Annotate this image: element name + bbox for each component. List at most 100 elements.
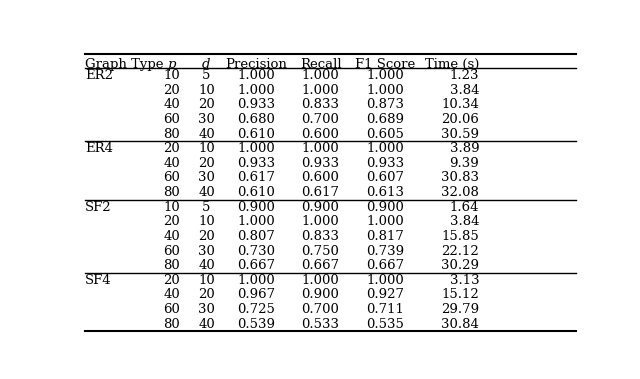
Text: 30: 30 xyxy=(198,303,215,316)
Text: 0.613: 0.613 xyxy=(366,186,404,199)
Text: 1.64: 1.64 xyxy=(450,200,479,214)
Text: 0.833: 0.833 xyxy=(301,98,340,111)
Text: 0.535: 0.535 xyxy=(366,318,404,330)
Text: 10.34: 10.34 xyxy=(442,98,479,111)
Text: 80: 80 xyxy=(163,128,180,141)
Text: 30.84: 30.84 xyxy=(442,318,479,330)
Text: 1.000: 1.000 xyxy=(237,274,275,287)
Text: 1.000: 1.000 xyxy=(237,142,275,155)
Text: 15.12: 15.12 xyxy=(442,288,479,301)
Text: 20: 20 xyxy=(163,84,180,97)
Text: 3.84: 3.84 xyxy=(450,84,479,97)
Text: 30: 30 xyxy=(198,244,215,258)
Text: 80: 80 xyxy=(163,259,180,272)
Text: 32.08: 32.08 xyxy=(442,186,479,199)
Text: 0.605: 0.605 xyxy=(366,128,404,141)
Text: 40: 40 xyxy=(163,98,180,111)
Text: 0.689: 0.689 xyxy=(366,113,404,126)
Text: 40: 40 xyxy=(198,318,215,330)
Text: 1.000: 1.000 xyxy=(237,215,275,228)
Text: 1.000: 1.000 xyxy=(366,142,404,155)
Text: Precision: Precision xyxy=(225,58,287,70)
Text: ER4: ER4 xyxy=(85,142,113,155)
Text: 20: 20 xyxy=(163,142,180,155)
Text: 1.000: 1.000 xyxy=(237,69,275,82)
Text: 40: 40 xyxy=(198,128,215,141)
Text: 22.12: 22.12 xyxy=(442,244,479,258)
Text: Recall: Recall xyxy=(300,58,341,70)
Text: 1.000: 1.000 xyxy=(366,84,404,97)
Text: 0.539: 0.539 xyxy=(237,318,275,330)
Text: 0.730: 0.730 xyxy=(237,244,275,258)
Text: 10: 10 xyxy=(198,142,215,155)
Text: 1.000: 1.000 xyxy=(301,84,339,97)
Text: 30: 30 xyxy=(198,113,215,126)
Text: 0.700: 0.700 xyxy=(301,113,339,126)
Text: F1 Score: F1 Score xyxy=(355,58,415,70)
Text: 60: 60 xyxy=(163,244,180,258)
Text: 0.610: 0.610 xyxy=(237,186,275,199)
Text: 0.680: 0.680 xyxy=(237,113,275,126)
Text: 1.000: 1.000 xyxy=(366,274,404,287)
Text: Graph Type: Graph Type xyxy=(85,58,163,70)
Text: 0.933: 0.933 xyxy=(301,157,340,170)
Text: 20: 20 xyxy=(198,98,215,111)
Text: 0.933: 0.933 xyxy=(237,157,275,170)
Text: 0.617: 0.617 xyxy=(301,186,340,199)
Text: 60: 60 xyxy=(163,171,180,185)
Text: 10: 10 xyxy=(163,69,180,82)
Text: 1.000: 1.000 xyxy=(301,69,339,82)
Text: 1.000: 1.000 xyxy=(301,142,339,155)
Text: 1.000: 1.000 xyxy=(237,84,275,97)
Text: d: d xyxy=(202,58,211,70)
Text: SF4: SF4 xyxy=(85,274,111,287)
Text: 0.900: 0.900 xyxy=(301,200,339,214)
Text: 29.79: 29.79 xyxy=(441,303,479,316)
Text: 9.39: 9.39 xyxy=(449,157,479,170)
Text: 30: 30 xyxy=(198,171,215,185)
Text: 10: 10 xyxy=(198,215,215,228)
Text: 0.900: 0.900 xyxy=(301,288,339,301)
Text: 20: 20 xyxy=(163,274,180,287)
Text: 0.600: 0.600 xyxy=(301,128,339,141)
Text: Time (s): Time (s) xyxy=(425,58,479,70)
Text: 0.610: 0.610 xyxy=(237,128,275,141)
Text: 40: 40 xyxy=(163,157,180,170)
Text: 30.29: 30.29 xyxy=(442,259,479,272)
Text: 0.833: 0.833 xyxy=(301,230,340,243)
Text: SF2: SF2 xyxy=(85,200,111,214)
Text: 0.900: 0.900 xyxy=(366,200,404,214)
Text: 0.711: 0.711 xyxy=(366,303,404,316)
Text: 0.667: 0.667 xyxy=(237,259,275,272)
Text: 0.873: 0.873 xyxy=(366,98,404,111)
Text: p: p xyxy=(168,58,176,70)
Text: 60: 60 xyxy=(163,303,180,316)
Text: 0.600: 0.600 xyxy=(301,171,339,185)
Text: 0.750: 0.750 xyxy=(301,244,339,258)
Text: 0.900: 0.900 xyxy=(237,200,275,214)
Text: 30.83: 30.83 xyxy=(442,171,479,185)
Text: 0.700: 0.700 xyxy=(301,303,339,316)
Text: 0.933: 0.933 xyxy=(366,157,404,170)
Text: 0.607: 0.607 xyxy=(366,171,404,185)
Text: 10: 10 xyxy=(163,200,180,214)
Text: 0.817: 0.817 xyxy=(366,230,404,243)
Text: 30.59: 30.59 xyxy=(442,128,479,141)
Text: 0.533: 0.533 xyxy=(301,318,340,330)
Text: 40: 40 xyxy=(198,259,215,272)
Text: 0.933: 0.933 xyxy=(237,98,275,111)
Text: 0.807: 0.807 xyxy=(237,230,275,243)
Text: 60: 60 xyxy=(163,113,180,126)
Text: 20: 20 xyxy=(198,288,215,301)
Text: 20: 20 xyxy=(198,157,215,170)
Text: 0.617: 0.617 xyxy=(237,171,275,185)
Text: 1.000: 1.000 xyxy=(301,215,339,228)
Text: 80: 80 xyxy=(163,186,180,199)
Text: 1.000: 1.000 xyxy=(366,215,404,228)
Text: 15.85: 15.85 xyxy=(442,230,479,243)
Text: ER2: ER2 xyxy=(85,69,113,82)
Text: 40: 40 xyxy=(163,288,180,301)
Text: 40: 40 xyxy=(198,186,215,199)
Text: 20.06: 20.06 xyxy=(442,113,479,126)
Text: 5: 5 xyxy=(202,200,211,214)
